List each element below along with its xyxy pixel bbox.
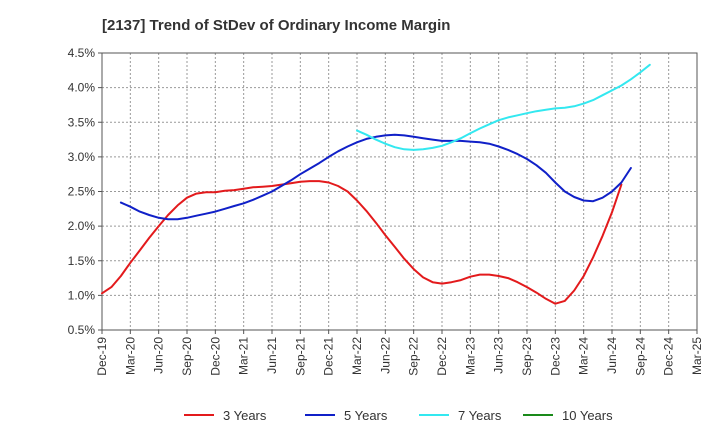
x-tick-label: Sep-21 xyxy=(293,337,307,376)
y-tick-label: 1.5% xyxy=(68,254,96,268)
series-line-5-years xyxy=(119,133,632,221)
y-tick-label: 3.0% xyxy=(68,150,96,164)
x-tick-label: Dec-24 xyxy=(662,337,676,376)
x-tick-label: Jun-23 xyxy=(492,337,506,374)
x-tick-label: Dec-21 xyxy=(322,337,336,376)
y-tick-label: 2.0% xyxy=(68,219,96,233)
x-tick-label: Mar-24 xyxy=(577,337,591,375)
x-tick-label: Dec-20 xyxy=(208,337,222,376)
x-tick-label: Sep-24 xyxy=(633,337,647,376)
x-tick-label: Jun-22 xyxy=(378,337,392,374)
legend-label-5-years: 5 Years xyxy=(344,408,388,423)
x-tick-label: Sep-22 xyxy=(407,337,421,376)
x-tick-label: Dec-19 xyxy=(95,337,109,376)
x-axis: Dec-19 Mar-20 Jun-20 Sep-20 Dec-20 Mar-21 Jun-… xyxy=(95,330,704,376)
x-tick-label: Mar-23 xyxy=(463,337,477,375)
legend-label-7-years: 7 Years xyxy=(458,408,502,423)
y-axis: 0.5% 1.0% 1.5% 2.0% 2.5% 3.0% 3.5% 4.0% 4.5% xyxy=(68,46,102,337)
x-tick-label: Mar-25 xyxy=(690,337,704,375)
y-tick-label: 4.5% xyxy=(68,46,96,60)
legend-label-10-years: 10 Years xyxy=(562,408,613,423)
y-tick-label: 2.5% xyxy=(68,185,96,199)
x-tick-label: Sep-20 xyxy=(180,337,194,376)
x-tick-label: Dec-23 xyxy=(548,337,562,376)
x-tick-label: Jun-21 xyxy=(265,337,279,374)
grid xyxy=(101,52,698,331)
y-tick-label: 4.0% xyxy=(68,81,96,95)
series-line-3-years xyxy=(101,180,623,305)
x-tick-label: Mar-22 xyxy=(350,337,364,375)
y-tick-label: 3.5% xyxy=(68,115,96,129)
x-tick-label: Mar-21 xyxy=(237,337,251,375)
x-tick-label: Jun-20 xyxy=(152,337,166,374)
legend-label-3-years: 3 Years xyxy=(223,408,267,423)
x-tick-label: Jun-24 xyxy=(605,337,619,374)
x-tick-label: Sep-23 xyxy=(520,337,534,376)
x-tick-label: Dec-22 xyxy=(435,337,449,376)
series-line-7-years xyxy=(356,63,651,151)
y-tick-label: 1.0% xyxy=(68,288,96,302)
chart-title: [2137] Trend of StDev of Ordinary Income… xyxy=(102,17,450,34)
series-lines xyxy=(101,63,651,305)
y-tick-label: 0.5% xyxy=(68,323,96,337)
legend: 3 Years 5 Years 7 Years 10 Years xyxy=(184,408,613,423)
x-tick-label: Mar-20 xyxy=(123,337,137,375)
